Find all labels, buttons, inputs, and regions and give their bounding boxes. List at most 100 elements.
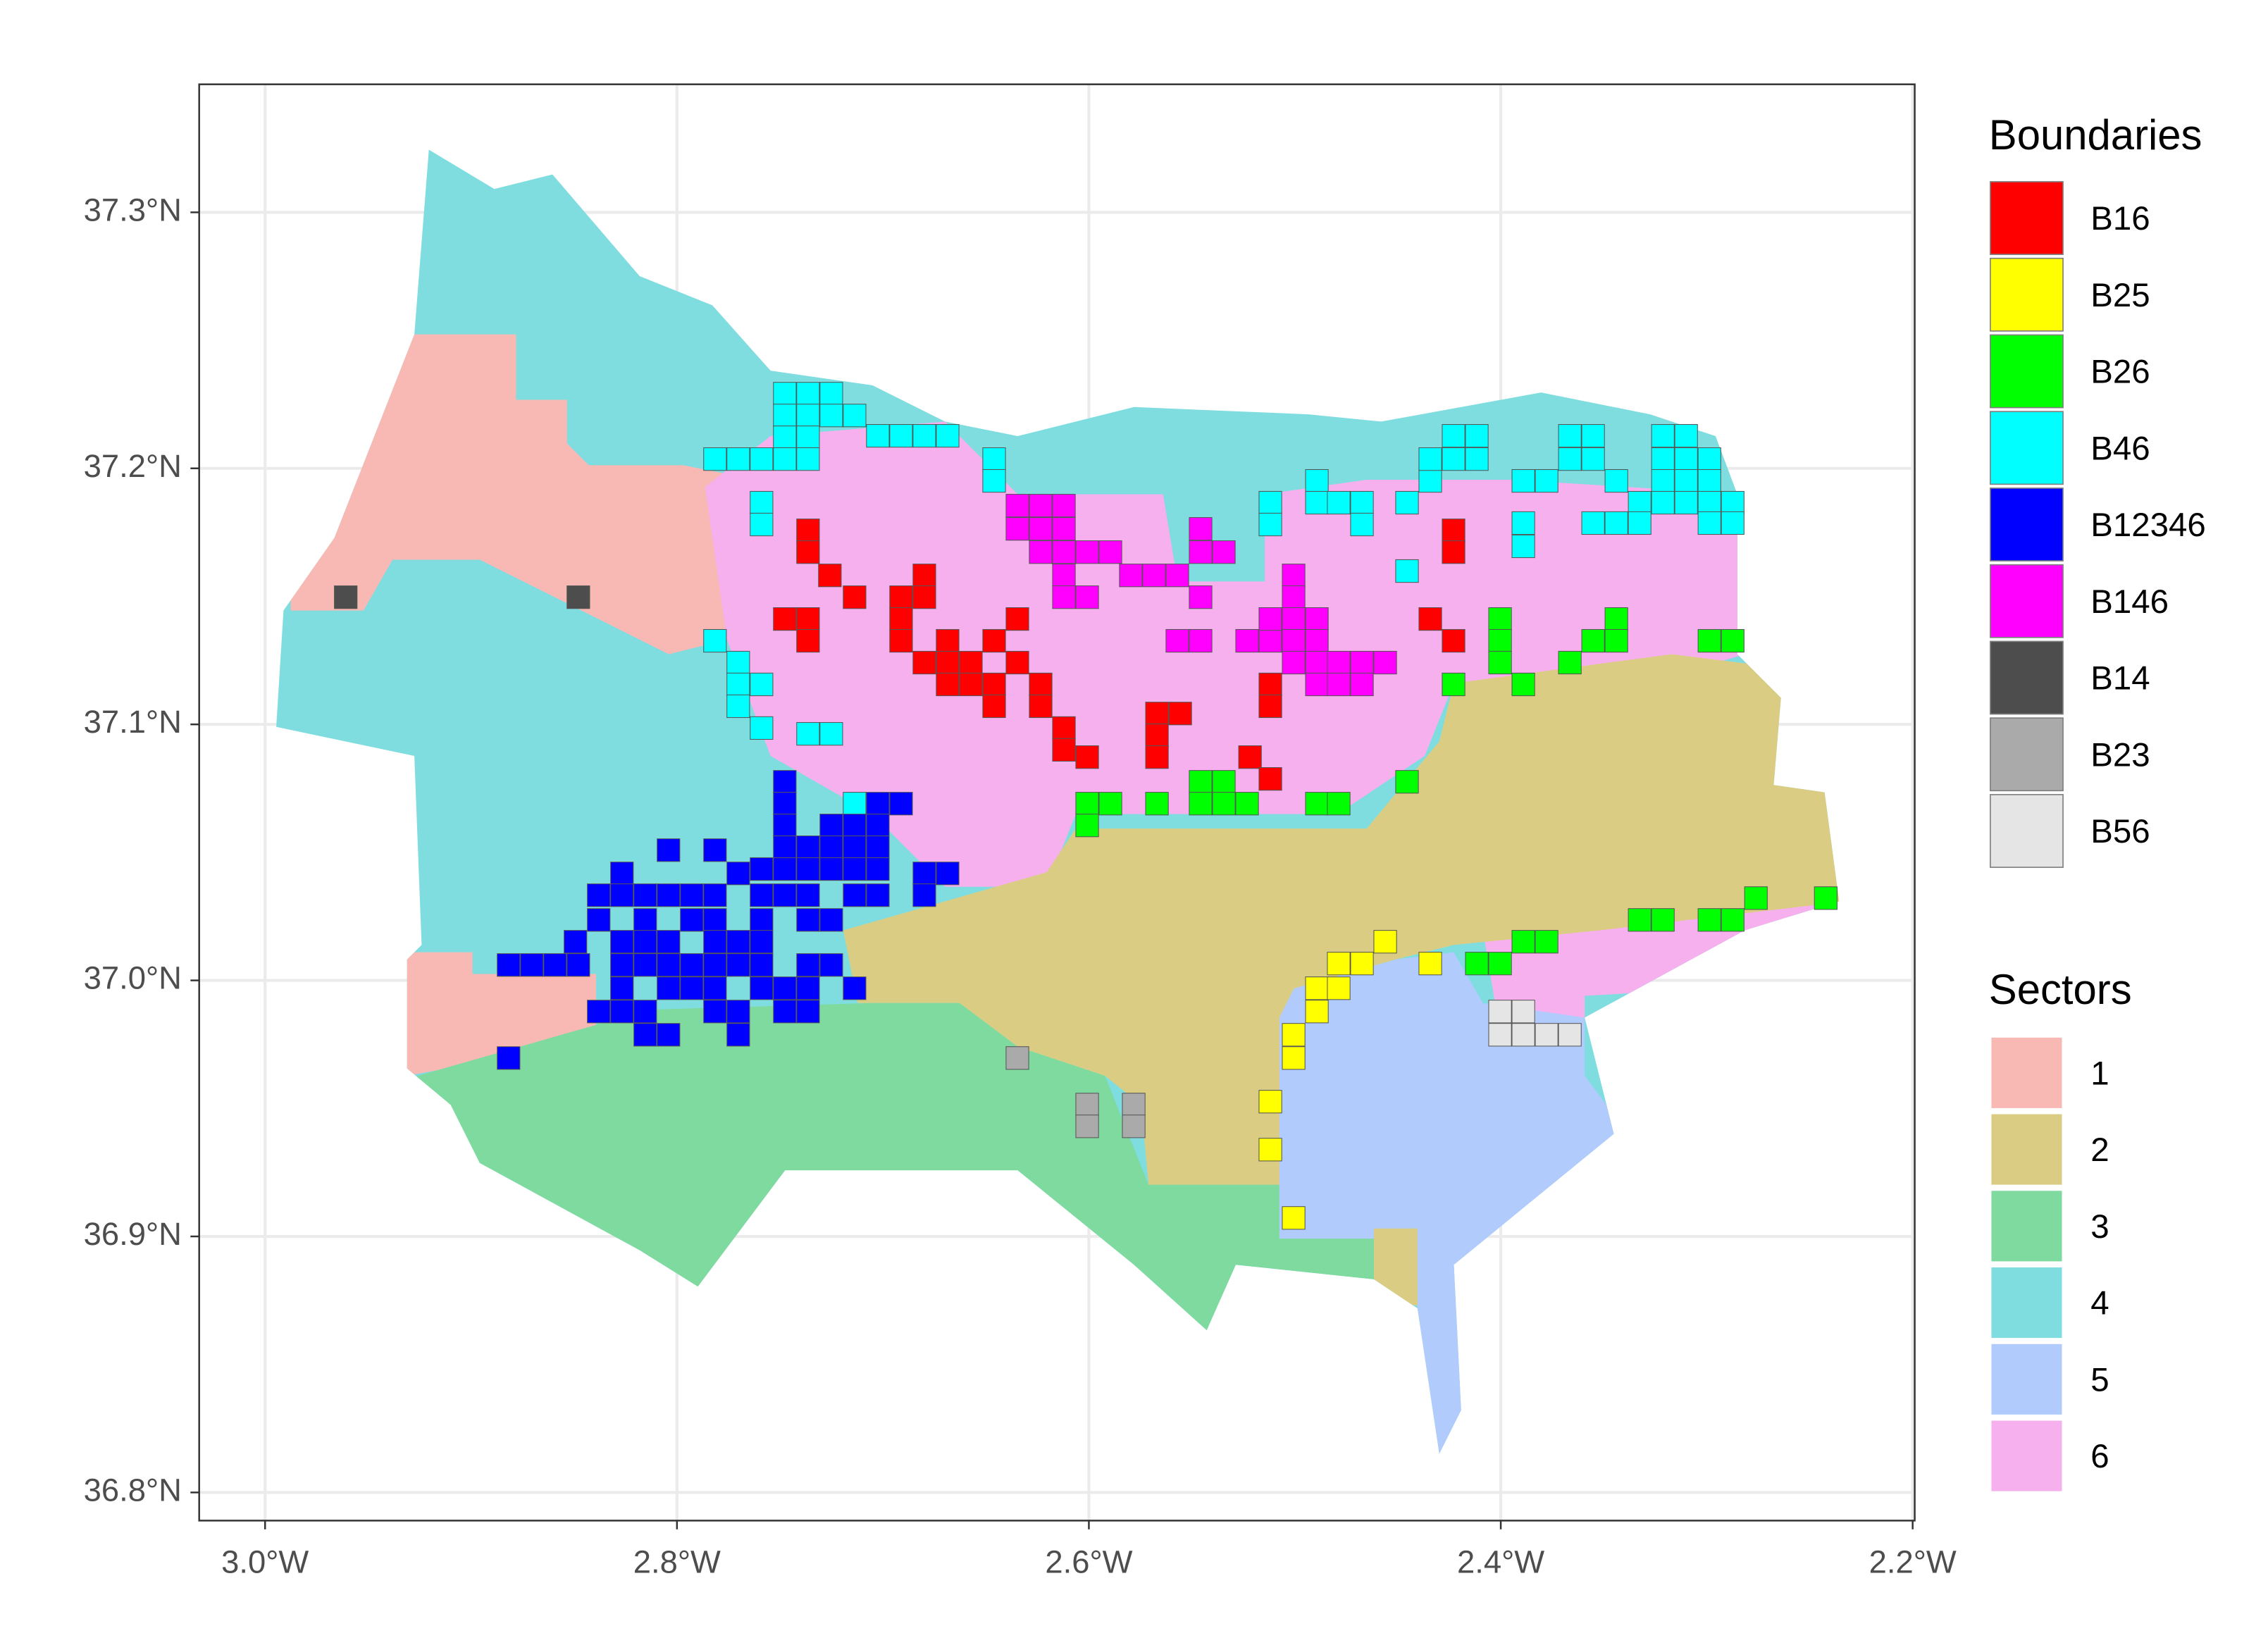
boundary-cell [1258,628,1282,653]
boundary-cell [1258,512,1282,537]
boundary-cell [982,694,1006,719]
boundary-cell [773,857,797,881]
axes: 3.0°W 2.8°W 2.6°W 2.4°W 2.2°W 36.8°N 36.9°N 37.… [84,192,1957,1580]
boundary-cell [1697,628,1721,653]
boundary-cell [1511,534,1535,559]
boundary-cell [657,930,681,954]
boundary-cell [703,930,727,954]
legend-label: 6 [2090,1438,2109,1475]
boundary-cell [726,650,750,675]
boundary-cell [1165,564,1189,588]
boundary-cell [1168,702,1192,726]
boundary-cell [889,607,913,631]
boundary-cell [982,468,1006,493]
boundary-cell [1604,468,1628,493]
boundary-cell [1697,908,1721,932]
boundary-cell [1075,814,1099,838]
boundary-group [773,519,1465,791]
boundary-cell [796,883,820,907]
boundary-cell [726,694,750,719]
legend-key [1989,1189,2064,1264]
boundary-cell [1282,628,1306,653]
boundary-cell [819,908,843,932]
boundary-cell [1697,468,1721,493]
boundary-cell [1581,447,1605,471]
boundary-cell [1581,424,1605,448]
boundary-cell [843,976,867,1000]
boundary-cell [1327,952,1351,976]
legend-label: 2 [2090,1131,2109,1169]
boundary-cell [866,814,890,838]
boundary-cell [680,883,704,907]
boundary-cell [1005,517,1029,541]
boundary-cell [796,857,820,881]
boundary-cell [1442,447,1465,471]
boundary-cell [1282,1023,1306,1047]
boundary-cell [726,862,750,886]
boundary-cell [1651,490,1675,515]
boundary-group [1258,930,1442,1230]
legend-label: B12346 [2090,507,2206,544]
boundary-cell [1442,540,1465,564]
boundary-cell [680,976,704,1000]
boundary-cell [1305,468,1329,493]
boundary-cell [633,953,657,977]
boundary-cell [889,424,913,448]
boundary-cell [1535,468,1559,493]
boundary-cell [1418,607,1442,631]
boundary-cell [866,424,890,448]
boundary-cell [1052,494,1076,518]
boundary-cell [819,857,843,881]
boundary-cell [796,628,820,653]
legend-key [1990,334,2064,409]
boundary-cell [1122,1115,1146,1138]
boundary-cell [796,607,820,631]
legend-key [1989,1418,2064,1494]
boundary-cell [497,953,521,977]
boundary-cell [773,883,797,907]
boundary-cell [1327,672,1351,697]
boundary-cell [1075,540,1099,564]
boundary-cell [959,650,983,675]
boundary-cell [1651,424,1675,448]
boundary-cell [1418,468,1442,493]
boundary-cell [866,792,890,816]
boundary-cell [819,814,843,838]
boundary-cell [1258,767,1282,791]
boundary-cell [1350,650,1374,675]
boundary-cell [912,862,936,886]
boundary-cell [796,908,820,932]
boundary-cell [633,930,657,954]
boundary-cell [1305,650,1329,675]
boundary-cell [912,650,936,675]
boundary-cell [1305,1000,1329,1024]
boundary-cell [1052,738,1076,762]
x-tick-label: 2.8°W [633,1544,721,1580]
boundary-cell [587,1000,611,1024]
y-tick-label: 37.2°N [84,448,182,484]
legend-key [1990,181,2064,255]
boundary-cell [726,1023,750,1047]
boundary-cell [1674,468,1698,493]
boundary-cell [1052,585,1076,609]
boundary-cell [750,908,774,932]
boundary-cell [1350,512,1374,537]
boundary-cell [1674,490,1698,515]
boundary-cell [796,953,820,977]
boundary-cell [1122,1093,1146,1117]
y-tick-label: 36.8°N [84,1472,182,1508]
boundary-cell [610,883,634,907]
boundary-cell [773,770,797,794]
boundary-cell [1604,511,1628,535]
boundary-cell [1029,694,1053,719]
boundary-cell [1075,792,1099,816]
boundary-cell [610,976,634,1000]
boundary-cell [912,424,936,448]
boundary-cell [773,447,797,471]
boundary-cell [982,628,1006,653]
boundary-cell [796,835,820,859]
boundary-cell [610,930,634,954]
boundary-cell [1697,511,1721,535]
boundary-cell [1029,494,1053,518]
